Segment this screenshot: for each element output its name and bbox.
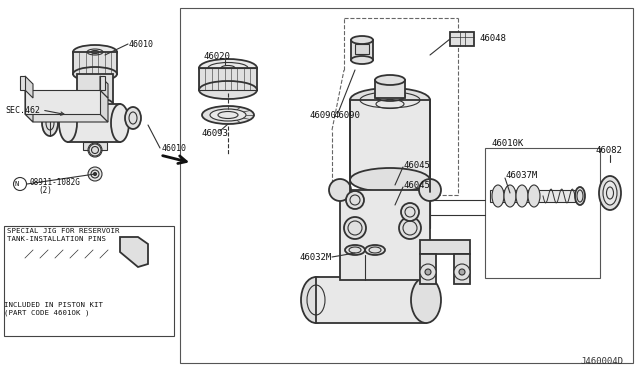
Bar <box>351 40 373 60</box>
Text: INCLUDED IN PISTON KIT: INCLUDED IN PISTON KIT <box>4 302 103 308</box>
Text: 46093: 46093 <box>201 128 228 138</box>
Circle shape <box>89 144 101 156</box>
Ellipse shape <box>419 179 441 201</box>
Circle shape <box>13 177 26 190</box>
Ellipse shape <box>77 98 113 110</box>
Polygon shape <box>100 76 105 90</box>
Circle shape <box>88 167 102 181</box>
Ellipse shape <box>344 217 366 239</box>
Ellipse shape <box>111 104 129 142</box>
Text: 46045: 46045 <box>403 180 430 189</box>
Ellipse shape <box>345 245 365 255</box>
Ellipse shape <box>516 185 528 207</box>
Ellipse shape <box>350 168 430 192</box>
Ellipse shape <box>504 185 516 207</box>
Circle shape <box>425 269 431 275</box>
Bar <box>73 52 117 74</box>
Bar <box>77 74 113 104</box>
Ellipse shape <box>492 185 504 207</box>
Circle shape <box>91 170 99 178</box>
Text: N: N <box>15 181 19 187</box>
Circle shape <box>454 264 470 280</box>
Bar <box>340 190 430 280</box>
Text: 46010: 46010 <box>162 144 187 153</box>
Ellipse shape <box>401 203 419 221</box>
Bar <box>68 104 120 142</box>
Text: 46090: 46090 <box>334 110 361 119</box>
Ellipse shape <box>365 245 385 255</box>
Text: J460004D: J460004D <box>580 357 623 366</box>
Text: 46045: 46045 <box>403 160 430 170</box>
Ellipse shape <box>599 176 621 210</box>
Ellipse shape <box>351 36 373 44</box>
Ellipse shape <box>411 277 441 323</box>
Bar <box>490 190 575 202</box>
Text: (2): (2) <box>38 186 52 195</box>
Bar <box>420 240 470 254</box>
Polygon shape <box>25 90 100 114</box>
Ellipse shape <box>210 109 246 121</box>
Text: 46020: 46020 <box>204 51 231 61</box>
Ellipse shape <box>73 45 117 59</box>
Circle shape <box>92 147 99 154</box>
Ellipse shape <box>199 81 257 99</box>
Bar <box>83 142 107 150</box>
Polygon shape <box>100 76 108 98</box>
Ellipse shape <box>603 181 617 205</box>
Ellipse shape <box>528 185 540 207</box>
Polygon shape <box>25 90 33 122</box>
Bar <box>180 8 633 363</box>
Ellipse shape <box>350 88 430 112</box>
Ellipse shape <box>73 67 117 81</box>
Text: 46010K: 46010K <box>492 138 524 148</box>
Ellipse shape <box>399 217 421 239</box>
Circle shape <box>93 173 97 176</box>
Text: 46048: 46048 <box>480 33 507 42</box>
Text: 46037M: 46037M <box>505 170 537 180</box>
Ellipse shape <box>375 75 405 85</box>
Polygon shape <box>100 90 108 122</box>
Text: SEC.462: SEC.462 <box>5 106 40 115</box>
Ellipse shape <box>59 104 77 142</box>
Bar <box>350 100 430 180</box>
Text: SPECIAL JIG FOR RESERVOIR: SPECIAL JIG FOR RESERVOIR <box>7 228 120 234</box>
Text: 46090: 46090 <box>310 110 337 119</box>
Text: 46082: 46082 <box>596 145 623 154</box>
Text: 46032M: 46032M <box>300 253 332 263</box>
Ellipse shape <box>125 107 141 129</box>
Bar <box>375 80 405 98</box>
Ellipse shape <box>301 277 331 323</box>
Bar <box>485 148 600 278</box>
Ellipse shape <box>346 191 364 209</box>
Ellipse shape <box>575 187 585 205</box>
Bar <box>420 254 436 284</box>
Bar <box>355 44 369 54</box>
Polygon shape <box>25 114 108 122</box>
Bar <box>454 254 470 284</box>
Polygon shape <box>20 76 25 90</box>
Ellipse shape <box>202 106 254 124</box>
Polygon shape <box>120 237 148 267</box>
Bar <box>199 68 257 90</box>
Ellipse shape <box>199 59 257 77</box>
Text: (PART CODE 4601OK ): (PART CODE 4601OK ) <box>4 310 90 316</box>
Ellipse shape <box>42 110 58 136</box>
Circle shape <box>420 264 436 280</box>
Text: TANK-INSTALLATION PINS: TANK-INSTALLATION PINS <box>7 236 106 242</box>
Polygon shape <box>25 76 33 98</box>
Ellipse shape <box>351 56 373 64</box>
Text: 46010: 46010 <box>129 39 154 48</box>
Ellipse shape <box>375 91 405 101</box>
Bar <box>4 226 174 336</box>
Ellipse shape <box>329 179 351 201</box>
Bar <box>316 277 426 323</box>
Bar <box>450 32 474 46</box>
Circle shape <box>459 269 465 275</box>
Text: 08911-1082G: 08911-1082G <box>29 177 80 186</box>
